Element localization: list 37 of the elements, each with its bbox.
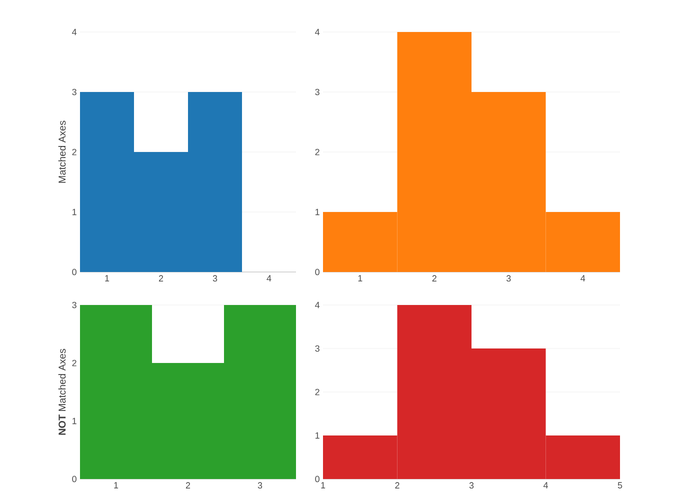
y-tick-label: 0 (315, 476, 320, 482)
y-tick-label: 3 (72, 88, 76, 96)
x-tick-label: 2 (395, 482, 400, 488)
y-tick-label: 3 (315, 88, 320, 96)
x-tick-label: 4 (543, 482, 548, 488)
y-tick-label: 2 (315, 388, 320, 396)
x-tick-label: 1 (321, 482, 326, 488)
y-tick-label: 4 (315, 302, 320, 308)
y-axis-title: NOT Matched Axes (58, 348, 66, 435)
y-tick-label: 1 (316, 432, 320, 439)
x-tick-label: 3 (506, 275, 511, 282)
x-tick-label: 3 (212, 275, 218, 282)
x-tick-label: 4 (580, 275, 586, 282)
x-tick-label: 1 (105, 275, 110, 282)
y-tick-label: 1 (316, 208, 320, 216)
y-tick-label: 0 (72, 268, 76, 276)
y-tick-label: 1 (72, 208, 76, 216)
x-tick-label: 1 (114, 482, 118, 488)
x-tick-label: 1 (358, 275, 362, 282)
y-tick-label: 3 (72, 302, 76, 308)
y-tick-label: 2 (315, 148, 320, 156)
x-tick-label: 4 (266, 275, 272, 282)
y-tick-label: 2 (72, 148, 76, 156)
y-tick-label: 4 (315, 28, 320, 36)
x-tick-label: 3 (469, 482, 474, 489)
y-tick-label: 0 (72, 476, 76, 482)
y-tick-label: 0 (315, 268, 320, 276)
x-tick-label: 3 (258, 482, 262, 489)
x-tick-label: 2 (432, 275, 436, 282)
y-tick-label: 2 (72, 360, 76, 366)
y-tick-label: 1 (72, 418, 76, 424)
x-tick-label: 5 (618, 482, 622, 488)
y-tick-label: 4 (72, 28, 77, 36)
x-tick-label: 2 (158, 275, 164, 282)
y-tick-label: 3 (315, 345, 320, 352)
x-tick-label: 2 (186, 482, 190, 488)
y-axis-title: Matched Axes (58, 120, 66, 183)
